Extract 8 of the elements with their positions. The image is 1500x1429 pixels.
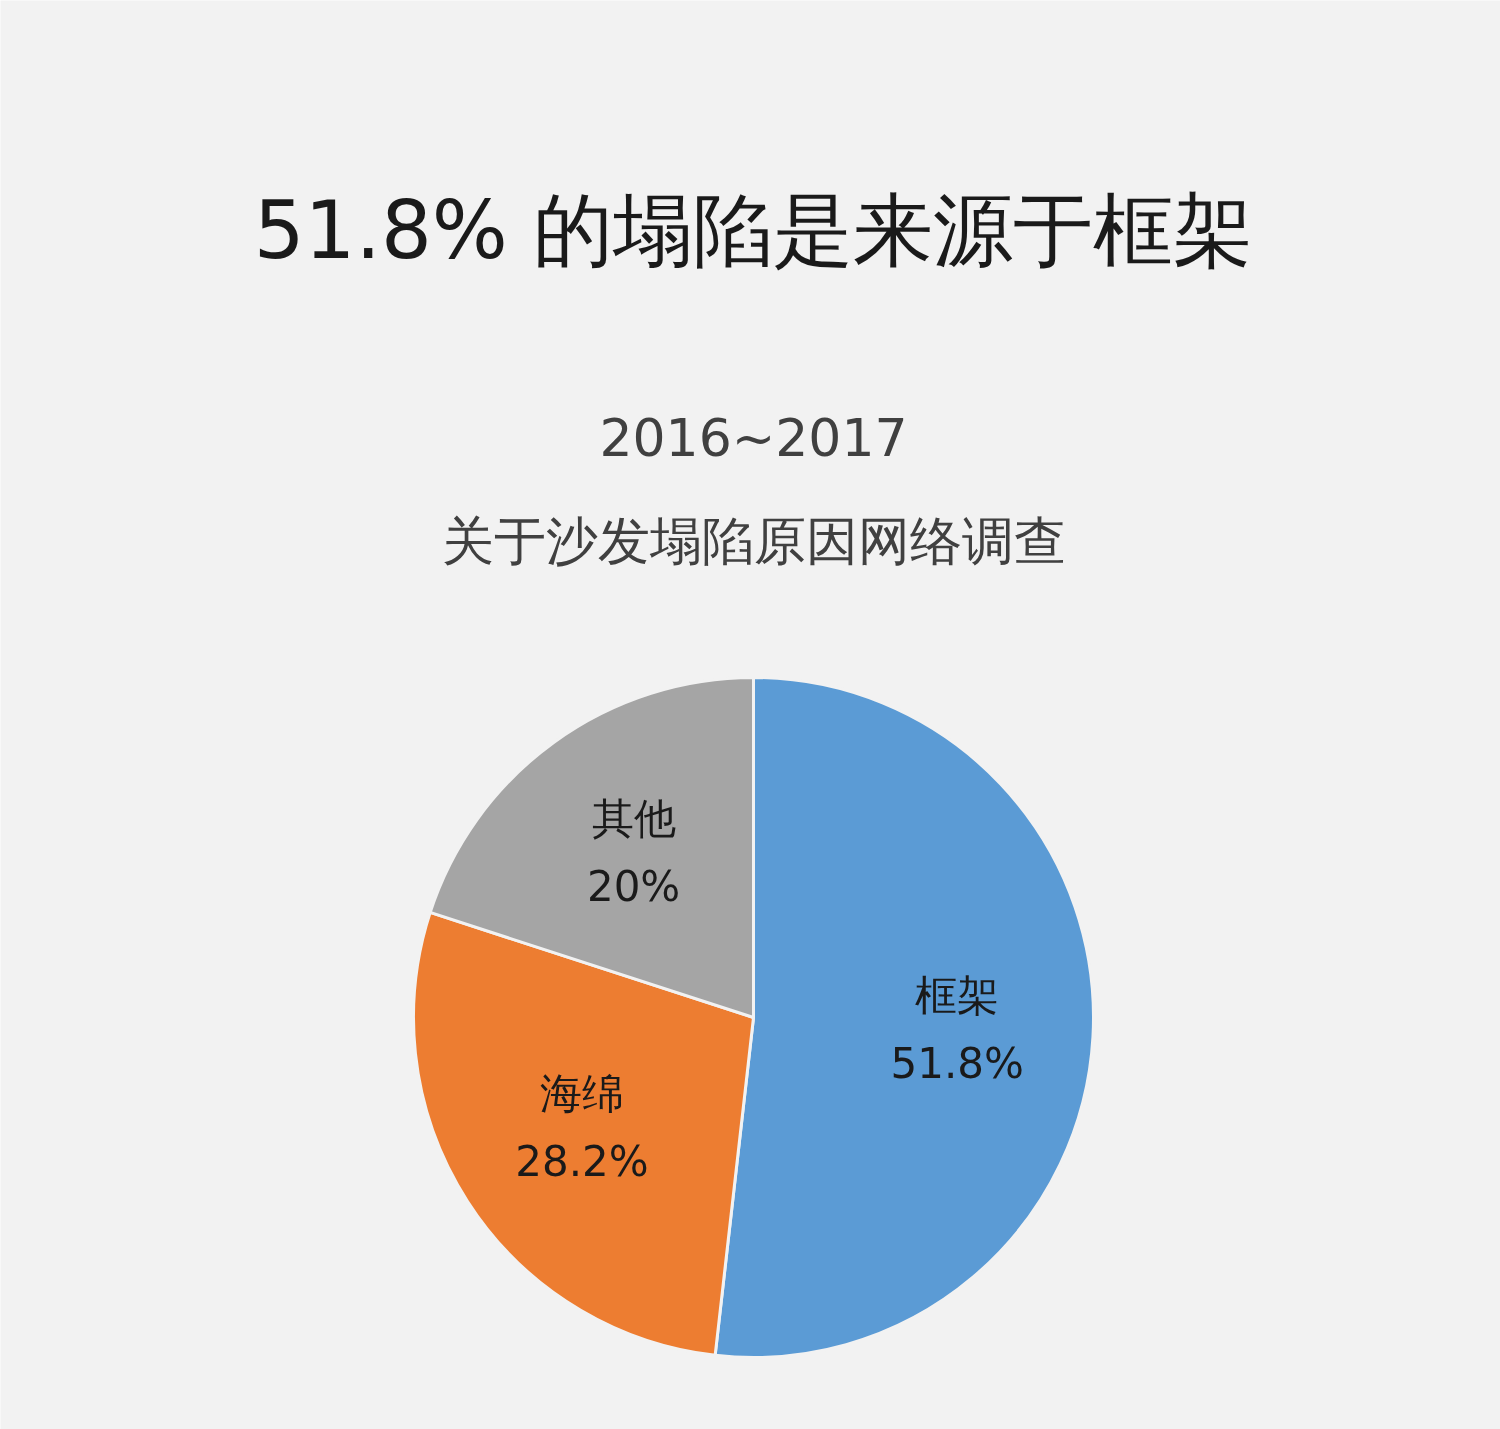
- slice-label: 其他: [591, 793, 676, 843]
- chart-subtitle: 2016~2017 关于沙发塌陷原因网络调查: [441, 407, 1066, 571]
- chart-title: 51.8% 的塌陷是来源于框架: [253, 184, 1254, 277]
- slice-label: 海绵: [539, 1069, 624, 1119]
- data-label: 28.2%: [515, 1137, 649, 1187]
- data-label: 51.8%: [890, 1038, 1024, 1088]
- data-label: 20%: [586, 861, 681, 911]
- slice-label: 框架: [915, 970, 1000, 1020]
